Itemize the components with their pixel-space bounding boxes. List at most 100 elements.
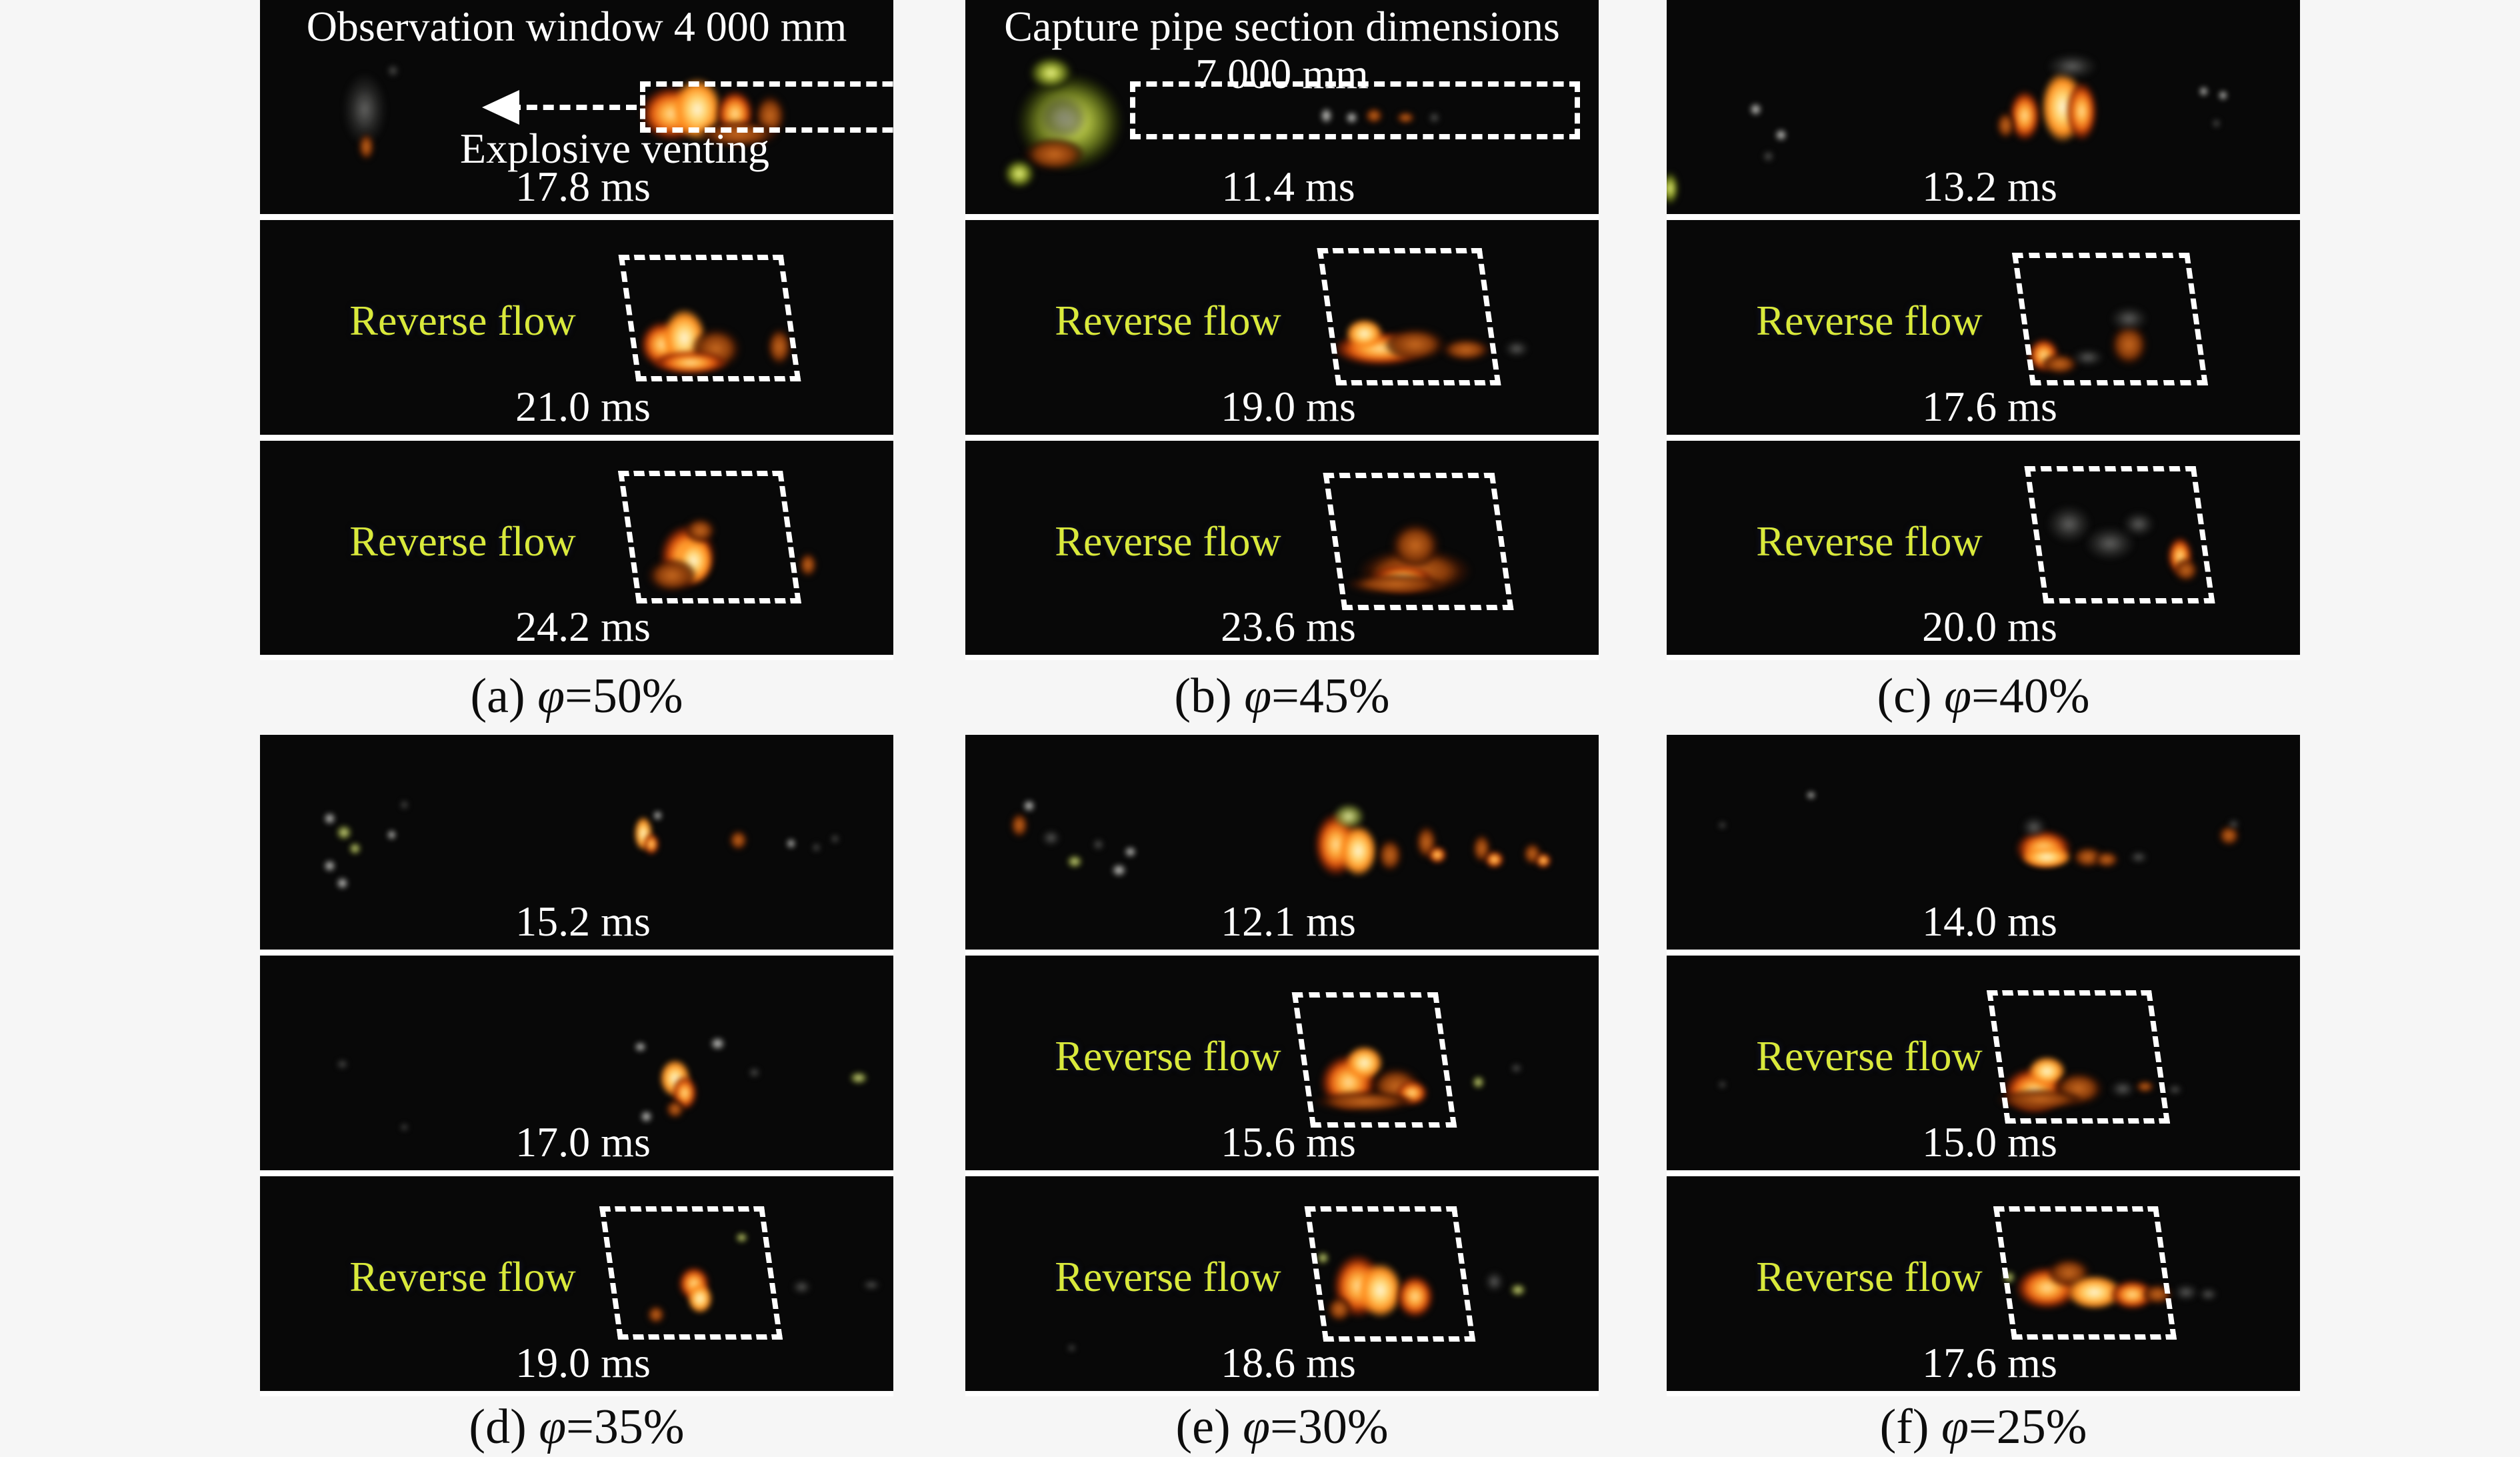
flame-blob (387, 64, 399, 77)
flame-blob (1717, 820, 1728, 830)
caption-index: (e) (1175, 1400, 1243, 1454)
flame-blob (1383, 327, 1447, 362)
panel-b-frame-3: Reverse flow 23.6 ms (965, 440, 1599, 655)
flame-blob (861, 1279, 881, 1290)
reverse-flow-label: Reverse flow (1055, 1253, 1281, 1301)
phi-symbol: φ (1944, 669, 1972, 723)
flame-blob (2129, 850, 2148, 864)
panel-d: 15.2 ms 17.0 ms Reverse flow 19.0 ms (260, 735, 893, 1396)
reverse-flow-outline (618, 470, 801, 603)
panel-e-frame-1: 12.1 ms (965, 735, 1599, 950)
reverse-flow-label: Reverse flow (349, 1253, 576, 1301)
reverse-flow-outline (618, 254, 801, 381)
timestamp-label: 20.0 ms (1922, 603, 2057, 651)
panel-f: 14.0 ms Reverse flow 15.0 ms Reverse flow 17… (1667, 735, 2300, 1396)
flame-blob (1806, 790, 1817, 800)
flame-blob (709, 1037, 726, 1050)
panel-a: Observation window 4 000 mm Explosive ven… (260, 0, 893, 660)
flame-blob (387, 829, 397, 840)
caption-index: (f) (1879, 1400, 1942, 1454)
flame-blob (729, 829, 748, 851)
flame-blob (798, 551, 817, 578)
flame-blob (1326, 1296, 1352, 1322)
flame-blob (2047, 53, 2097, 79)
reverse-flow-label: Reverse flow (1055, 1032, 1281, 1080)
flame-blob (1333, 804, 1365, 830)
flame-blob (792, 1279, 811, 1295)
caption-value: =30% (1270, 1400, 1389, 1454)
flame-blob (1535, 853, 1551, 868)
flame-blob (1396, 1275, 1434, 1318)
reverse-flow-label: Reverse flow (349, 297, 576, 345)
flame-blob (399, 799, 410, 810)
flame-blob (1317, 1251, 1330, 1264)
flame-blob (646, 558, 697, 593)
panel-d-frame-2: 17.0 ms (260, 956, 893, 1170)
flame-blob (1749, 103, 1762, 116)
caption-index: (b) (1174, 669, 1245, 723)
flame-blob (1009, 812, 1029, 838)
flame-blob (2123, 511, 2155, 537)
flame-blob (1123, 846, 1137, 858)
caption-index: (a) (470, 669, 538, 723)
flame-blob (2021, 846, 2072, 868)
flame-blob (2065, 81, 2097, 142)
flame-blob (2211, 117, 2222, 129)
panel-c-frame-1: 13.2 ms (1667, 0, 2300, 215)
flame-blob (1320, 107, 1333, 125)
timestamp-label: 15.2 ms (515, 898, 651, 946)
flame-blob (653, 810, 663, 821)
reverse-flow-label: Reverse flow (349, 517, 576, 565)
flame-blob (1472, 1076, 1485, 1089)
flame-blob (358, 133, 375, 161)
flame-blob (1427, 846, 1447, 864)
caption-value: =35% (566, 1400, 685, 1454)
panel-e-frame-3: Reverse flow 18.6 ms (965, 1176, 1599, 1391)
flame-blob (849, 1071, 868, 1085)
panel-f-frame-3: Reverse flow 17.6 ms (1667, 1176, 2300, 1391)
flame-blob (1358, 1262, 1403, 1318)
panel-c-frame-2: Reverse flow 17.6 ms (1667, 220, 2300, 435)
flame-blob (767, 327, 792, 366)
phi-symbol: φ (1243, 1400, 1271, 1454)
flame-blob (1067, 1344, 1077, 1353)
flame-blob (1996, 1088, 2085, 1110)
venting-direction-arrow (510, 105, 637, 111)
flame-blob (2094, 850, 2120, 868)
flame-blob (2227, 818, 2240, 830)
flame-blob (646, 1305, 665, 1325)
flame-blob (653, 351, 729, 375)
flame-blob (1022, 799, 1035, 812)
flame-blob (2110, 1080, 2135, 1098)
panel-caption: (e) φ=30% (965, 1398, 1599, 1457)
panel-b-frame-1: Capture pipe section dimensions 7 000 mm 1… (965, 0, 1599, 215)
flame-blob (1345, 111, 1358, 125)
flame-blob (323, 812, 336, 826)
flame-blob (1041, 829, 1061, 847)
flame-blob (2021, 816, 2047, 838)
reverse-flow-outline (1317, 248, 1501, 385)
flame-blob (2173, 558, 2199, 582)
flame-blob (336, 1058, 349, 1070)
panel-a-frame-1: Observation window 4 000 mm Explosive ven… (260, 0, 893, 215)
panel-d-frame-3: Reverse flow 19.0 ms (260, 1176, 893, 1391)
flame-blob (697, 119, 779, 148)
reverse-flow-label: Reverse flow (1055, 517, 1281, 565)
flame-blob (811, 842, 821, 854)
flame-blob (2110, 305, 2148, 332)
flame-blob (735, 1232, 748, 1243)
caption-value: =40% (1971, 669, 2090, 723)
flame-blob (1485, 1270, 1504, 1292)
panel-a-frame-3: Reverse flow 24.2 ms (260, 440, 893, 655)
timestamp-label: 12.1 ms (1221, 898, 1356, 946)
reverse-flow-outline (1986, 990, 2171, 1124)
flame-blob (399, 1123, 410, 1132)
flame-blob (1029, 55, 1073, 90)
flame-blob (1774, 128, 1787, 142)
flame-blob (349, 842, 361, 856)
frame-header-label: Observation window 4 000 mm (306, 3, 847, 51)
panel-caption: (f) φ=25% (1667, 1398, 2300, 1457)
reverse-flow-outline (1323, 472, 1513, 610)
panel-caption: (c) φ=40% (1667, 667, 2300, 726)
flame-blob (1510, 1284, 1526, 1297)
